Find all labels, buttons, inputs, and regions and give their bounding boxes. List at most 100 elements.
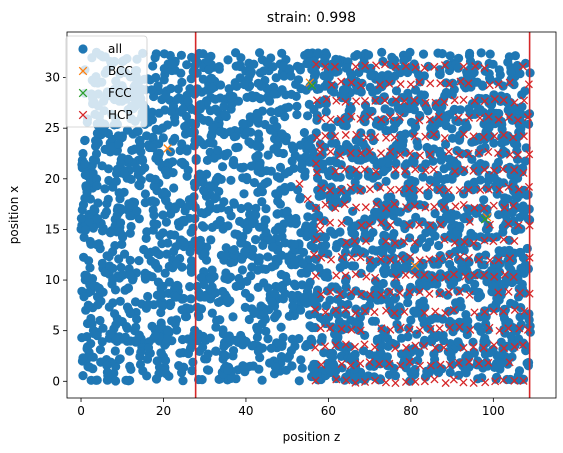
atom-point <box>327 322 337 332</box>
hcp-atom-marker <box>459 95 468 104</box>
atom-point <box>479 195 489 205</box>
hcp-atom-marker <box>391 344 400 353</box>
atom-point <box>291 218 301 228</box>
atom-point <box>469 348 479 358</box>
atom-point <box>85 263 95 273</box>
hcp-atom-marker <box>474 359 483 368</box>
atom-point <box>387 232 397 242</box>
atom-point <box>282 206 292 216</box>
atom-point <box>372 85 382 95</box>
hcp-atom-marker <box>391 239 400 248</box>
atom-point <box>263 334 273 344</box>
hcp-atom-marker <box>445 252 454 261</box>
atom-point <box>186 74 196 84</box>
hcp-atom-marker <box>471 62 480 71</box>
hcp-atom-marker <box>380 96 389 105</box>
legend-marker-all <box>78 44 88 54</box>
y-tick-label: 20 <box>45 172 60 186</box>
atom-point <box>192 84 202 94</box>
atom-point <box>154 108 164 118</box>
hcp-atom-marker <box>489 341 499 350</box>
hcp-atom-marker <box>505 358 514 367</box>
hcp-atom-marker <box>331 167 340 176</box>
atom-point <box>460 367 470 377</box>
atom-point <box>411 212 421 222</box>
atom-point <box>479 336 489 346</box>
hcp-atom-marker <box>415 361 425 370</box>
hcp-atom-marker <box>464 113 474 122</box>
atom-point <box>273 209 283 219</box>
atom-point <box>359 116 369 126</box>
atom-point <box>306 334 316 344</box>
atom-point <box>309 71 320 81</box>
hcp-atom-marker <box>356 81 365 90</box>
atom-point <box>143 299 154 310</box>
atom-point <box>311 254 321 264</box>
atom-point <box>140 274 151 284</box>
hcp-atom-marker <box>402 343 411 352</box>
atom-point <box>215 215 225 226</box>
atom-point <box>367 316 378 326</box>
atom-point <box>482 277 492 287</box>
atom-point <box>111 176 121 186</box>
atom-point <box>267 242 278 252</box>
hcp-atom-marker <box>494 148 503 158</box>
atom-point <box>380 257 390 267</box>
atom-point <box>255 161 265 171</box>
atom-point <box>88 223 98 233</box>
atom-point <box>111 334 121 345</box>
hcp-atom-marker <box>410 96 419 105</box>
hcp-atom-marker <box>316 142 325 151</box>
hcp-atom-marker <box>351 309 360 318</box>
atom-point <box>284 167 294 177</box>
atom-point <box>509 80 519 90</box>
atom-point <box>80 135 90 145</box>
hcp-atom-marker <box>489 237 498 246</box>
atom-point <box>391 86 402 96</box>
atom-point <box>494 210 504 220</box>
hcp-atom-marker <box>491 377 500 386</box>
atom-point <box>343 299 353 310</box>
hcp-atom-marker <box>311 343 320 352</box>
atom-point <box>403 67 413 78</box>
y-axis-label: position x <box>7 186 21 244</box>
atom-point <box>275 162 286 172</box>
atom-point <box>235 232 245 242</box>
hcp-atom-marker <box>420 308 429 317</box>
atom-point <box>458 265 468 275</box>
hcp-atom-marker <box>474 148 484 157</box>
atom-point <box>130 144 140 154</box>
hcp-atom-marker <box>347 325 356 334</box>
atom-point <box>287 334 297 344</box>
y-tick-label: 5 <box>52 324 60 338</box>
bcc-atom-marker <box>410 261 420 271</box>
fcc-atom-marker <box>307 81 317 90</box>
hcp-atom-marker <box>436 220 445 229</box>
atom-point <box>255 94 265 104</box>
atom-point <box>219 341 229 352</box>
atom-point <box>80 170 90 180</box>
atom-point <box>182 146 192 156</box>
atom-point <box>500 193 510 203</box>
atom-point <box>303 212 313 222</box>
atom-point <box>347 352 357 362</box>
hcp-atom-marker <box>396 80 405 89</box>
chart-title: strain: 0.998 <box>267 10 356 26</box>
atom-point <box>200 248 210 258</box>
hcp-atom-marker <box>411 270 420 279</box>
atom-point <box>431 177 441 187</box>
hcp-atom-marker <box>406 80 415 89</box>
atom-point <box>92 174 102 184</box>
hcp-atom-marker <box>316 217 325 226</box>
atom-point <box>78 148 88 159</box>
atom-point <box>88 352 98 362</box>
hcp-atom-marker <box>391 95 401 104</box>
atom-point <box>403 298 413 308</box>
atom-point <box>93 198 103 208</box>
atom-point <box>131 337 141 347</box>
hcp-atom-marker <box>518 341 527 350</box>
atom-point <box>504 52 514 62</box>
atom-point <box>207 308 217 318</box>
hcp-atom-marker <box>450 96 459 105</box>
